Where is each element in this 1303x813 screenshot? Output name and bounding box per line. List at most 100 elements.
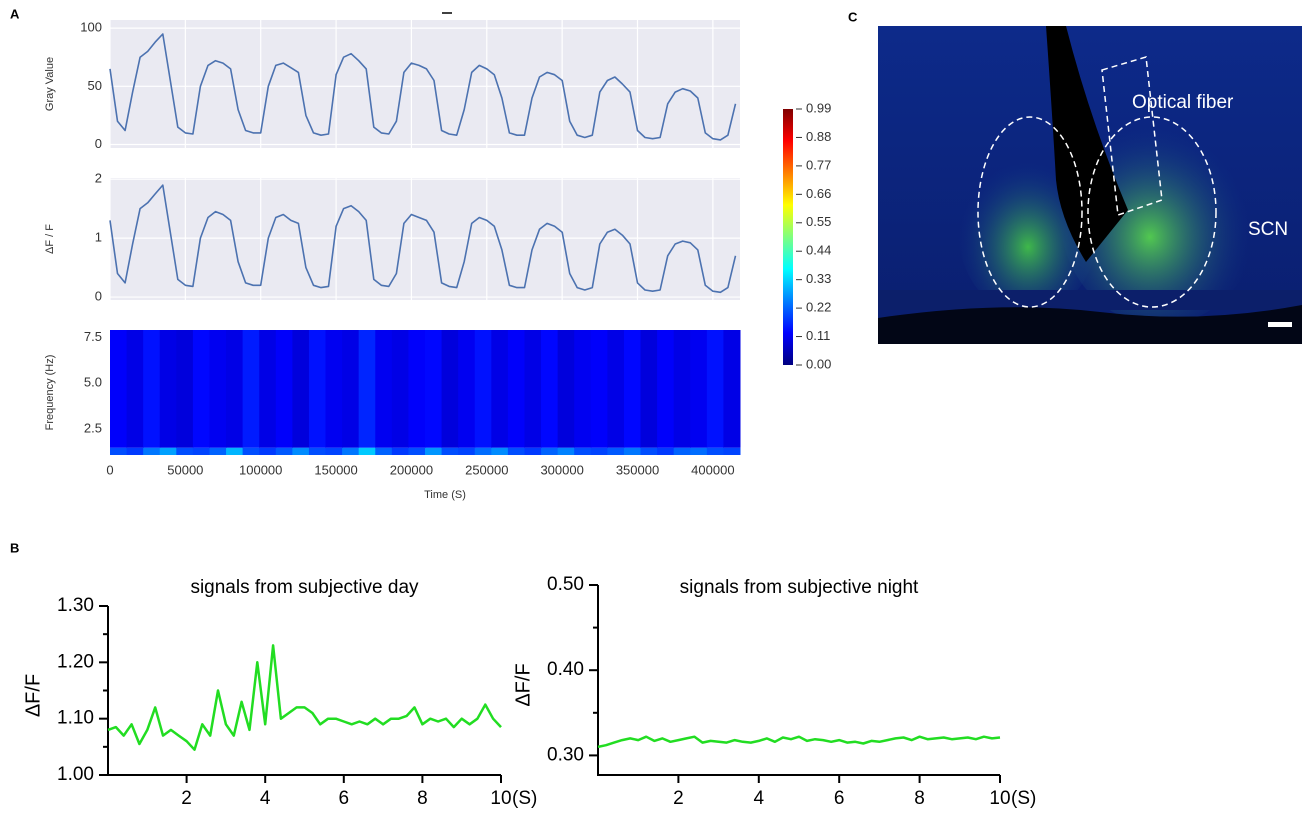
colorbar-tick-label: 0.88 (806, 129, 831, 144)
plot-background (110, 20, 740, 148)
image-label: SCN (1248, 219, 1288, 240)
y-tick-label: 1.30 (57, 595, 94, 616)
heatmap-cell (574, 447, 592, 455)
heatmap-cell (657, 330, 675, 448)
microscopy-image: Optical fiber SCN (878, 26, 1302, 344)
heatmap-cell (607, 447, 625, 455)
heatmap-cell (507, 447, 525, 455)
heatmap-cell (690, 330, 708, 448)
y-axis-label: ΔF/F (22, 674, 44, 717)
heatmap-cell (209, 447, 227, 455)
y-axis-label: Frequency (Hz) (44, 355, 56, 431)
x-tick-label: 4 (754, 788, 765, 809)
y-tick-label: 0.50 (547, 574, 584, 595)
heatmap-cell (623, 330, 642, 448)
heatmap-cell (474, 330, 492, 448)
heatmap-cell (557, 447, 575, 455)
image-label: Optical fiber (1132, 92, 1234, 113)
x-axis-label: (S) (1011, 788, 1036, 809)
heatmap-cell (176, 447, 194, 455)
heatmap-cell (441, 447, 459, 455)
heatmap-cell (673, 447, 691, 455)
y-tick-label: 0 (95, 288, 102, 303)
heatmap-cell (590, 330, 608, 448)
heatmap-cell (308, 447, 327, 455)
image-dark-region (878, 305, 1302, 344)
heatmap-cell (292, 447, 310, 455)
heatmap-cell (159, 447, 177, 455)
x-tick-label: 2 (673, 788, 684, 809)
heatmap-cell (110, 330, 128, 448)
scale-bar (1268, 322, 1292, 327)
x-tick-label: 6 (834, 788, 845, 809)
heatmap-cell (342, 330, 360, 448)
x-tick-label: 300000 (540, 462, 583, 477)
heatmap-cell (557, 330, 575, 448)
colorbar-tick-label: 0.11 (806, 328, 830, 343)
x-axis-label: Time (S) (424, 489, 466, 501)
x-tick-label: 8 (417, 788, 428, 809)
heatmap-cell (375, 447, 393, 455)
heatmap-cell (657, 447, 675, 455)
line (107, 644, 502, 751)
heatmap-cell (325, 330, 343, 448)
y-tick-label: 50 (88, 78, 102, 93)
heatmap-cell (226, 330, 244, 448)
y-tick-label: 2 (95, 171, 102, 186)
heatmap-cell (126, 330, 144, 448)
heatmap-cell (706, 330, 724, 448)
heatmap-cell (242, 447, 260, 455)
y-tick-label: 1.20 (57, 651, 94, 672)
y-tick-label: 2.5 (84, 421, 102, 436)
x-tick-label: 400000 (691, 462, 734, 477)
x-tick-label: 6 (339, 788, 350, 809)
heatmap-cell (524, 447, 542, 455)
heatmap-cell (292, 330, 310, 448)
heatmap-cell (706, 447, 724, 455)
y-tick-label: 1 (95, 230, 102, 245)
image-band (878, 290, 1302, 310)
line (597, 735, 1001, 749)
colorbar-tick-label: 0.66 (806, 186, 831, 201)
x-tick-label: 4 (260, 788, 271, 809)
heatmap-cell (176, 330, 194, 448)
y-tick-label: 1.00 (57, 764, 94, 785)
colorbar-tick-label: 0.77 (806, 157, 831, 172)
heatmap-cell (342, 447, 360, 455)
heatmap-cell (358, 330, 376, 448)
heatmap-cell (375, 330, 393, 448)
heatmap-cell (259, 330, 277, 448)
heatmap-cell (408, 447, 426, 455)
fiber-outline (1101, 56, 1163, 217)
heatmap-cell (159, 330, 177, 448)
scn-outline (1087, 116, 1217, 308)
heatmap-cell (226, 447, 244, 455)
y-axis-label: ΔF / F (44, 224, 56, 254)
heatmap-cell (192, 330, 210, 448)
y-tick-label: 0.40 (547, 659, 584, 680)
x-tick-label: 10 (490, 788, 511, 809)
x-tick-label: 350000 (616, 462, 659, 477)
x-tick-label: 8 (914, 788, 925, 809)
heatmap-cell (275, 330, 293, 448)
heatmap-cell (110, 447, 128, 455)
x-tick-label: 150000 (314, 462, 357, 477)
heatmap-cell (541, 447, 559, 455)
plot-background (110, 178, 740, 300)
x-axis-label: (S) (512, 788, 537, 809)
heatmap-cell (143, 330, 161, 448)
heatmap-cell (425, 330, 443, 448)
green-signal (1060, 105, 1260, 325)
colorbar-tick-label: 0.33 (806, 271, 831, 286)
heatmap-cell (143, 447, 161, 455)
panel-label: A (10, 6, 20, 21)
line (109, 184, 737, 294)
x-tick-label: 0 (106, 462, 113, 477)
heatmap-cell (242, 330, 260, 448)
y-tick-label: 100 (80, 20, 102, 35)
x-tick-label: 10 (989, 788, 1010, 809)
heatmap-cell (673, 330, 691, 448)
chart-title: signals from subjective night (680, 577, 919, 598)
heatmap-cell (623, 447, 642, 455)
